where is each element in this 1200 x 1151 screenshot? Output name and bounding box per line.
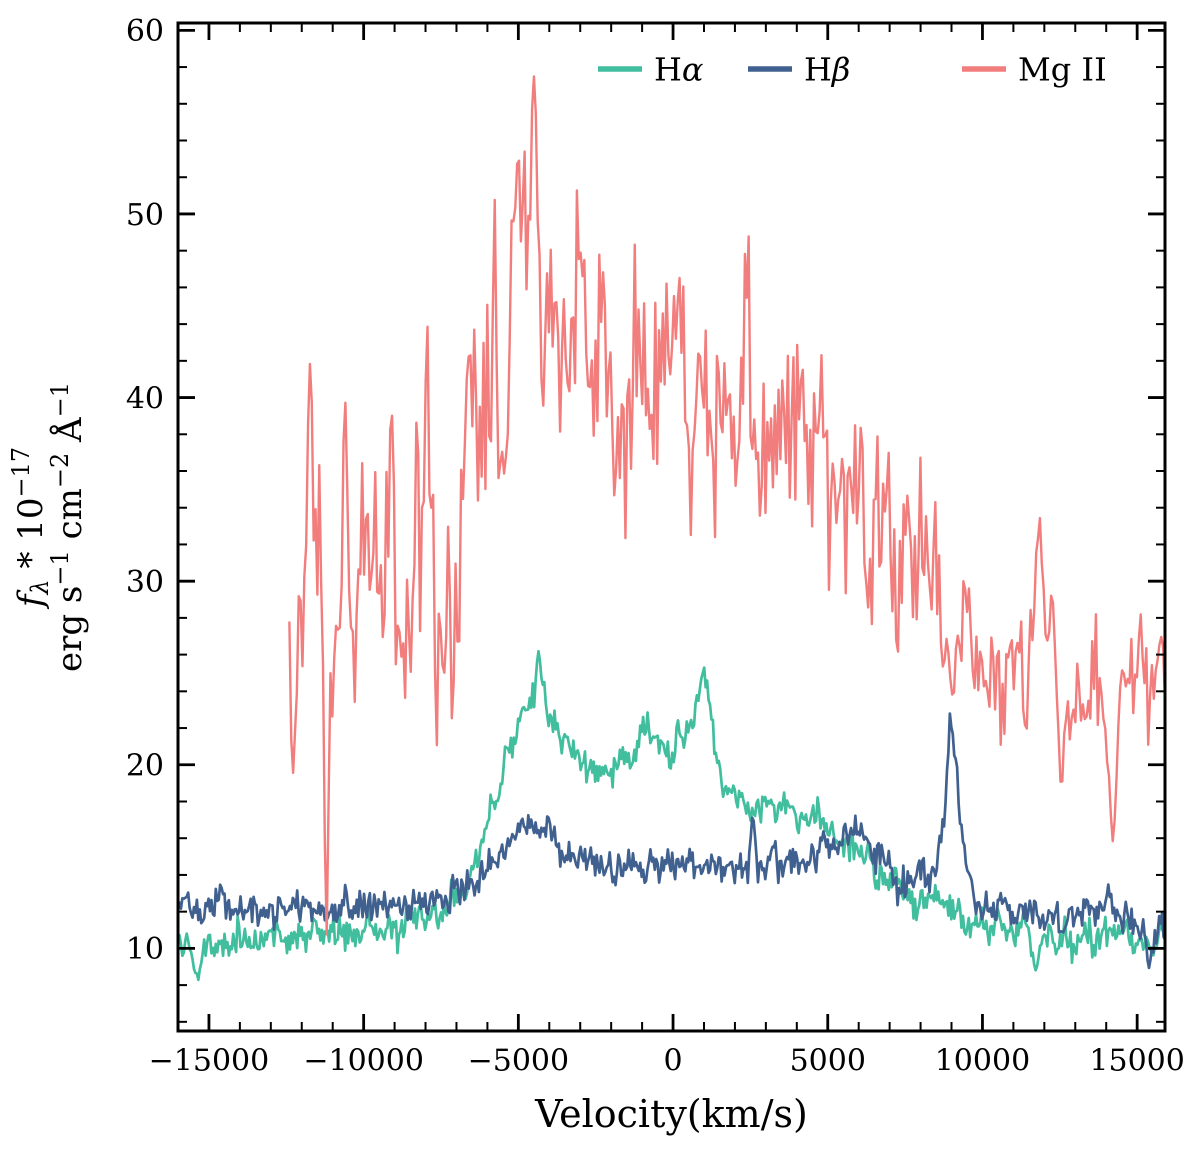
y-tick-labels: 10 20 30 40 50 60 bbox=[126, 14, 164, 967]
legend: Hα Hβ Mg II bbox=[598, 51, 1107, 89]
legend-label-mgii: Mg II bbox=[1018, 51, 1107, 89]
x-tick-label: −15000 bbox=[149, 1043, 270, 1078]
series-halpha-line bbox=[178, 649, 1165, 982]
x-axis-label: Velocity(km/s) bbox=[534, 1092, 808, 1136]
y-tick-label: 50 bbox=[126, 198, 164, 233]
x-tick-labels: −15000 −10000 −5000 0 5000 10000 15000 bbox=[149, 1043, 1185, 1078]
series-hbeta-line bbox=[178, 712, 1165, 970]
y-tick-label: 10 bbox=[126, 932, 164, 967]
x-tick-label: 0 bbox=[664, 1043, 683, 1078]
x-tick-label: 15000 bbox=[1089, 1043, 1184, 1078]
x-tick-label: 5000 bbox=[790, 1043, 866, 1078]
y-tick-label: 30 bbox=[126, 565, 164, 600]
x-tick-label: −10000 bbox=[303, 1043, 424, 1078]
x-tick-label: 10000 bbox=[935, 1043, 1030, 1078]
data-series-group bbox=[178, 75, 1165, 982]
legend-label-halpha: Hα bbox=[654, 51, 704, 89]
y-axis-label-line2: erg s−1 cm−2 Å−1 bbox=[46, 382, 90, 672]
y-tick-label: 60 bbox=[126, 14, 164, 49]
series-mgii-line bbox=[288, 75, 1165, 936]
y-tick-label: 20 bbox=[126, 749, 164, 784]
y-tick-label: 40 bbox=[126, 381, 164, 416]
x-tick-label: −5000 bbox=[468, 1043, 569, 1078]
plot-border bbox=[176, 21, 1167, 1033]
legend-label-hbeta: Hβ bbox=[804, 51, 850, 89]
